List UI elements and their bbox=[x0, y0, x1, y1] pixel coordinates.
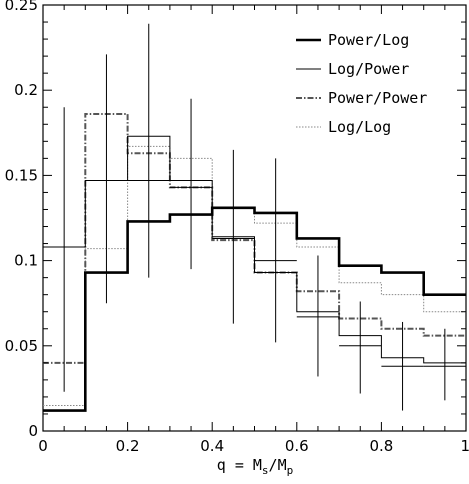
x-tick-label: 0.4 bbox=[200, 437, 224, 455]
series-log-power-step bbox=[43, 135, 466, 364]
x-axis-title: q = Ms/Mp bbox=[217, 456, 293, 477]
x-tick-label: 0.8 bbox=[369, 437, 393, 455]
y-axis: 0 0.05 0.1 0.15 0.2 0.25 bbox=[5, 0, 466, 440]
y-tick-label: 0.2 bbox=[14, 81, 38, 99]
series-power-log-step bbox=[43, 206, 466, 412]
x-axis: 0 0.2 0.4 0.6 0.8 1 bbox=[38, 5, 469, 455]
y-tick-label: 0.05 bbox=[5, 337, 38, 355]
legend: Power/Log Log/Power Power/Power Log/Log bbox=[296, 31, 427, 136]
y-tick-label: 0 bbox=[28, 422, 38, 440]
x-axis-title-part: q = M bbox=[217, 456, 262, 474]
x-tick-label: 0 bbox=[38, 437, 48, 455]
x-axis-title-part: p bbox=[287, 464, 294, 477]
x-tick-label: 1 bbox=[460, 437, 469, 455]
x-axis-title-part: s bbox=[262, 464, 269, 477]
x-tick-label: 0.2 bbox=[116, 437, 140, 455]
legend-label: Power/Power bbox=[328, 89, 427, 107]
legend-label: Log/Power bbox=[328, 60, 409, 78]
y-tick-label: 0.15 bbox=[5, 166, 38, 184]
x-axis-title-part: /M bbox=[269, 456, 287, 474]
y-tick-label: 0.25 bbox=[5, 0, 38, 14]
legend-label: Log/Log bbox=[328, 118, 391, 136]
x-tick-label: 0.6 bbox=[285, 437, 309, 455]
y-tick-label: 0.1 bbox=[14, 252, 38, 270]
legend-label: Power/Log bbox=[328, 31, 409, 49]
